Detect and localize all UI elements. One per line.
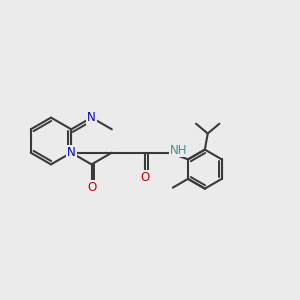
Text: N: N: [67, 146, 76, 159]
Text: O: O: [87, 181, 96, 194]
Text: NH: NH: [170, 143, 188, 157]
Text: O: O: [140, 171, 150, 184]
Text: N: N: [87, 111, 96, 124]
